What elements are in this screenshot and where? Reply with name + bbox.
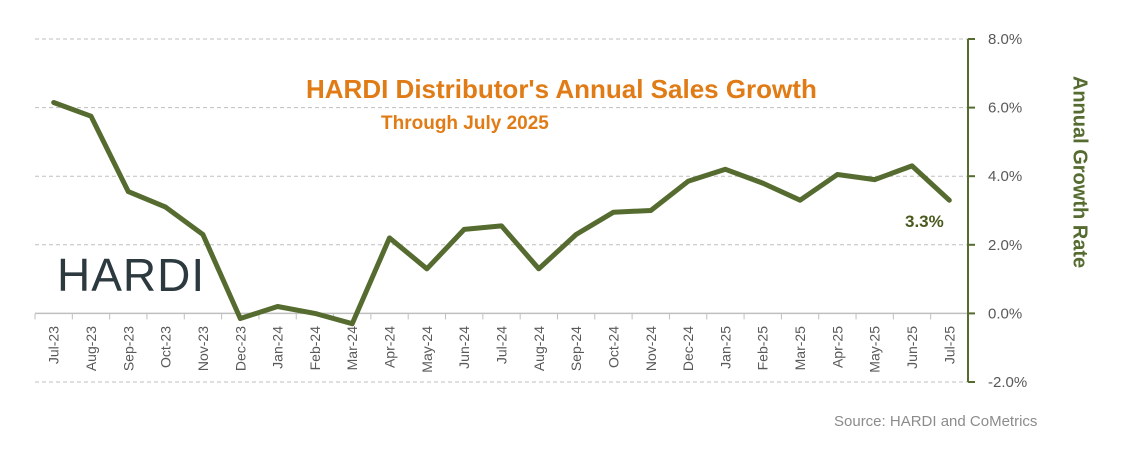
data-point	[275, 304, 280, 309]
data-point	[648, 208, 653, 213]
last-value-label: 3.3%	[905, 212, 944, 231]
series-lines	[51, 100, 952, 327]
y-tick-label: 4.0%	[988, 168, 1022, 185]
x-tick-label: Dec-23	[232, 326, 248, 371]
x-tick-label: Jun-25	[904, 326, 920, 369]
x-tick-label: Jul-23	[46, 326, 62, 364]
data-point	[424, 266, 430, 272]
data-point	[536, 266, 542, 272]
data-point	[312, 311, 318, 316]
x-tick-label: Apr-25	[829, 326, 845, 368]
x-tick-label: Sep-24	[568, 326, 584, 371]
x-tick-label: Oct-23	[158, 326, 174, 368]
y-tick-label: 8.0%	[988, 31, 1022, 48]
x-tick-label: Jan-25	[717, 326, 733, 369]
y-tick-label: -2.0%	[988, 374, 1027, 391]
x-tick-label: Jun-24	[456, 326, 472, 369]
data-point	[200, 232, 206, 237]
hardi-logo: HARDI	[57, 249, 206, 301]
grid-lines	[34, 38, 969, 383]
x-tick-label: Jan-24	[270, 326, 286, 369]
x-tick-label: Feb-24	[307, 326, 323, 371]
data-point	[163, 204, 168, 210]
x-tick-label: Oct-24	[605, 326, 621, 368]
x-tick-label: Aug-24	[531, 326, 547, 371]
data-point	[126, 189, 131, 194]
x-tick-label: Apr-24	[382, 326, 398, 368]
data-point	[685, 179, 691, 184]
data-point	[723, 167, 728, 172]
y-axis	[967, 38, 975, 383]
x-tick-label: Nov-24	[643, 326, 659, 371]
x-tick-label: May-24	[419, 326, 435, 373]
chart-title: HARDI Distributor's Annual Sales Growth	[306, 74, 817, 104]
chart-subtitle: Through July 2025	[381, 113, 549, 134]
data-point	[909, 163, 915, 169]
data-point	[51, 100, 56, 105]
x-tick-label: Sep-23	[120, 326, 136, 371]
x-tick-label: Mar-25	[792, 326, 808, 371]
data-point	[387, 235, 392, 241]
x-tick-label: Aug-23	[83, 326, 99, 371]
x-tick-label: Jul-25	[941, 326, 957, 364]
y-tick-label: 6.0%	[988, 100, 1022, 117]
data-point	[499, 223, 504, 229]
y-tick-labels: 8.0% 6.0% 4.0% 2.0% 0.0% -2.0%	[988, 31, 1027, 391]
y-axis-label: Annual Growth Rate	[1068, 75, 1091, 269]
source-note: Source: HARDI and CoMetrics	[834, 413, 1038, 430]
x-tick-labels: Jul-23 Aug-23 Sep-23 Oct-23 Nov-23 Dec-23 Jan-…	[46, 326, 958, 373]
data-point	[238, 316, 243, 321]
data-point	[835, 172, 840, 177]
data-point	[611, 210, 616, 215]
x-tick-label: Mar-24	[344, 326, 360, 371]
x-tick-label: Nov-23	[195, 326, 211, 371]
data-point	[760, 180, 765, 186]
data-point	[350, 321, 355, 326]
data-point	[88, 113, 94, 119]
x-tick-label: Feb-25	[755, 326, 771, 371]
data-point	[797, 198, 803, 203]
x-tick-label: Jul-24	[494, 326, 510, 364]
data-point	[872, 177, 877, 182]
data-point	[947, 198, 952, 203]
data-point	[573, 232, 579, 237]
x-tick-label: May-25	[867, 326, 883, 373]
x-tick-label: Dec-24	[680, 326, 696, 371]
y-tick-label: 0.0%	[988, 305, 1022, 322]
data-point	[461, 227, 467, 232]
y-tick-label: 2.0%	[988, 237, 1022, 254]
